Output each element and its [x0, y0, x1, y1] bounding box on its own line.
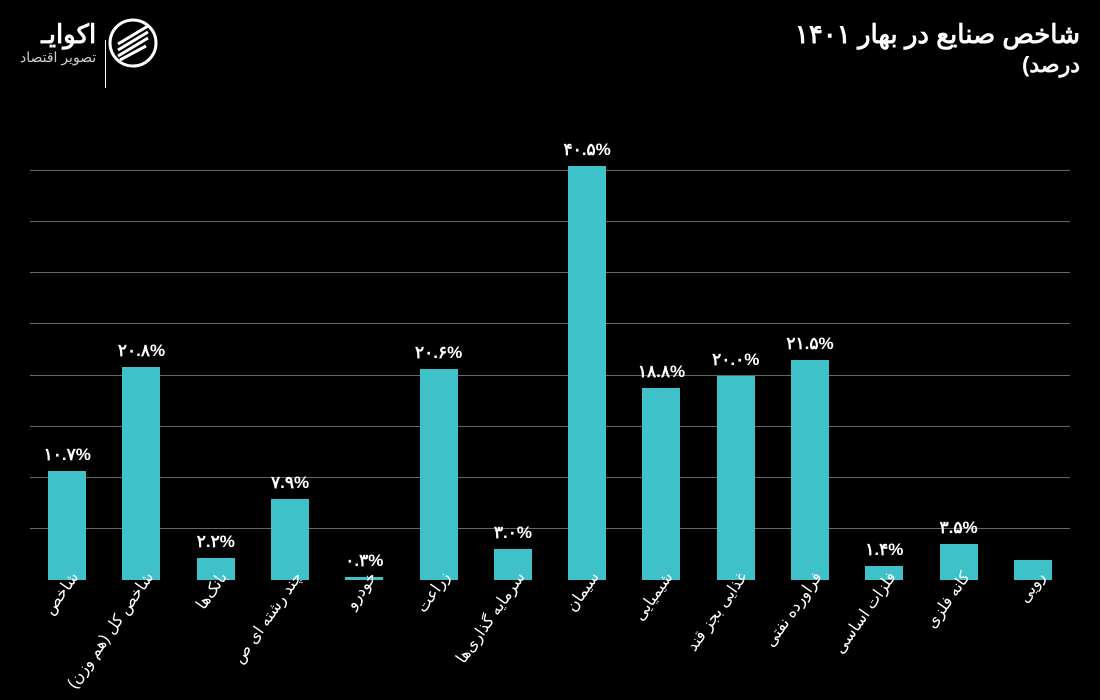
- chart-title: شاخص صنایع در بهار ۱۴۰۱: [795, 18, 1080, 52]
- bar-item: ۴۰.۵%سیمان: [550, 120, 624, 580]
- bar-value-label: ۴۰.۵%: [564, 140, 611, 160]
- bar-item: ۳.۵%کانه فلزی: [921, 120, 995, 580]
- bar-category-label: سرمایه گذاری‌ها: [451, 568, 529, 667]
- bar-value-label: ۲.۲%: [197, 532, 235, 552]
- logo-subtitle: تصویر اقتصاد: [20, 49, 96, 66]
- logo-divider: [105, 40, 106, 88]
- bar-item: ۱۰.۷%شاخص: [30, 120, 104, 580]
- bar-item: ۲۱.۵%فراورده نفتی: [773, 120, 847, 580]
- bar-value-label: ۳.۰%: [494, 523, 532, 543]
- bar: ۴۰.۵%: [568, 166, 606, 580]
- bar-value-label: ۱.۴%: [865, 540, 903, 560]
- bar-value-label: ۲۰.۰%: [712, 350, 759, 370]
- bar-value-label: ۱۸.۸%: [638, 362, 685, 382]
- bar-category-label: فراورده نفتی: [760, 568, 826, 651]
- logo-title: اکوایـ: [20, 20, 96, 49]
- bar-value-label: ۱۰.۷%: [44, 445, 91, 465]
- bar: ۱۸.۸%: [642, 388, 680, 580]
- brand-icon: [108, 18, 158, 68]
- bar-chart: ۱۰.۷%شاخص۲۰.۸%شاخص کل (هم وزن)۲.۲%بانک‌ه…: [30, 120, 1070, 580]
- bar-category-label: شاخص: [40, 568, 84, 619]
- bar-item: ۰.۳%خودرو: [327, 120, 401, 580]
- chart-header: شاخص صنایع در بهار ۱۴۰۱ درصد): [795, 18, 1080, 78]
- bar-value-label: ۲۰.۸%: [118, 341, 165, 361]
- chart-subtitle: درصد): [795, 52, 1080, 78]
- bar: ۲۰.۸%: [122, 367, 160, 580]
- bar-category-label: شیمیایی: [630, 568, 678, 625]
- bar-value-label: ۲۱.۵%: [786, 334, 833, 354]
- bar-category-label: چند رشته ای ص: [228, 568, 306, 667]
- bar-item: ۱.۴%فلزات اساسی: [847, 120, 921, 580]
- bar: ۲۱.۵%: [791, 360, 829, 580]
- bar-item: ۲۰.۸%شاخص کل (هم وزن): [104, 120, 178, 580]
- bars-container: ۱۰.۷%شاخص۲۰.۸%شاخص کل (هم وزن)۲.۲%بانک‌ه…: [30, 120, 1070, 580]
- brand-logo: اکوایـ تصویر اقتصاد: [20, 18, 158, 68]
- bar-category-label: خودرو: [341, 568, 381, 613]
- bar-category-label: فلزات اساسی: [830, 568, 901, 657]
- bar-value-label: ۲۰.۶%: [415, 343, 462, 363]
- bar: ۲۰.۶%: [420, 369, 458, 580]
- bar-item: ۷.۹%چند رشته ای ص: [253, 120, 327, 580]
- bar-value-label: ۷.۹%: [271, 473, 309, 493]
- bar: ۱۰.۷%: [48, 471, 86, 580]
- bar-value-label: ۳.۵%: [940, 518, 978, 538]
- bar-item: رویی: [996, 120, 1070, 580]
- bar-item: ۲.۲%بانک‌ها: [179, 120, 253, 580]
- bar-category-label: غذایی بجز قند: [683, 568, 752, 655]
- bar-item: ۳.۰%سرمایه گذاری‌ها: [476, 120, 550, 580]
- bar-item: ۱۸.۸%شیمیایی: [624, 120, 698, 580]
- bar-item: ۲۰.۰%غذایی بجز قند: [699, 120, 773, 580]
- bar-item: ۲۰.۶%زراعت: [401, 120, 475, 580]
- bar: ۲۰.۰%: [717, 376, 755, 580]
